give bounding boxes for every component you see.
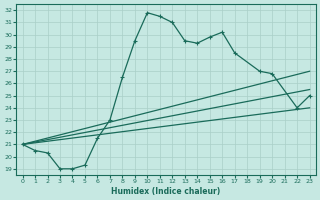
X-axis label: Humidex (Indice chaleur): Humidex (Indice chaleur)	[111, 187, 221, 196]
